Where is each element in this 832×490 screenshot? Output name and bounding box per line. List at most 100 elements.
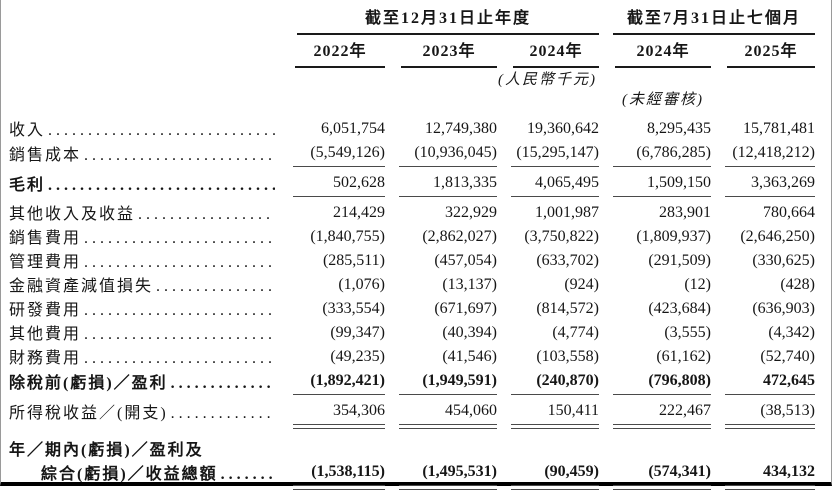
value-cell: (1,892,421) [293,370,385,395]
row-label: 除稅前(虧損)／盈利 [9,373,279,395]
row-label: 財務費用 [9,348,279,370]
value-cell: (90,459) [511,461,599,490]
value-cell: 322,929 [445,204,497,221]
value-cell: (285,511) [322,252,385,269]
value-cell: 780,664 [763,204,815,221]
dot-leader [153,276,275,298]
dot-leader [81,252,275,274]
value-cell: (428) [780,276,815,293]
value-cell: 4,065,495 [511,172,599,197]
value-cell: (38,513) [725,400,815,429]
table-row: 研發費用 (333,554) (671,697) (814,572) (423,684)… [9,298,831,322]
currency-unit-note: (人民幣千元) [498,72,597,88]
dot-leader [81,348,275,370]
value-cell: 19,360,642 [527,120,599,137]
row-label: 銷售費用 [9,228,279,250]
value-cell: 434,132 [725,461,815,490]
column-group-year-ended-dec31: 截至12月31日止年度 [297,8,599,35]
year-col-2025-7m: 2025年 [727,35,815,68]
value-cell: (240,870) [511,370,599,395]
table-row: 金融資產減值損失 (1,076) (13,137) (924) (12) (428) [9,274,831,298]
value-cell: 283,901 [659,204,711,221]
value-cell: (1,809,937) [636,228,711,245]
value-cell: (2,862,027) [422,228,497,245]
table-row: 收入 6,051,754 12,749,380 19,360,642 8,295,435… [9,118,831,142]
value-cell: (574,341) [613,461,711,490]
value-cell: 214,429 [333,204,385,221]
value-cell: (457,054) [434,252,497,269]
value-cell: 15,781,481 [743,120,815,137]
value-cell: (41,546) [442,348,497,365]
table-header-groups: 截至12月31日止年度 截至7月31日止七個月 [9,8,831,35]
year-col-2024-7m: 2024年 [615,35,711,68]
value-cell: (15,295,147) [511,142,599,167]
row-label: 收入 [9,120,279,142]
value-cell: 3,363,269 [725,172,815,197]
row-label: 年／期內(虧損)／盈利及 綜合(虧損)／收益總額 [9,440,279,486]
value-cell: 222,467 [613,400,711,429]
table-header-years: 2022年 2023年 2024年 2024年 2025年 [9,35,831,68]
value-cell: (103,558) [536,348,599,365]
table-row: 管理費用 (285,511) (457,054) (633,702) (291,509)… [9,250,831,274]
value-cell: (423,684) [648,300,711,317]
table-row: 其他費用 (99,347) (40,394) (4,774) (3,555) (4,342… [9,322,831,346]
table-row: 所得稅收益／(開支) 354,306 454,060 150,411 222,467 (3… [9,400,831,429]
value-cell: 1,509,150 [613,172,711,197]
value-cell: (40,394) [442,324,497,341]
value-cell: (5,549,126) [293,142,385,167]
value-cell: 1,001,987 [535,204,599,221]
table-row: 銷售費用 (1,840,755) (2,862,027) (3,750,822) (1,… [9,226,831,250]
column-group-seven-months-ended-jul31: 截至7月31日止七個月 [613,8,815,35]
value-cell: 454,060 [399,400,497,429]
dot-leader [81,300,275,322]
value-cell: 12,749,380 [425,120,497,137]
value-cell: 6,051,754 [321,120,385,137]
row-label: 銷售成本 [9,145,279,167]
table-row: 除稅前(虧損)／盈利 (1,892,421) (1,949,591) (240,870… [9,370,831,395]
value-cell: 1,813,335 [399,172,497,197]
dot-leader [168,403,275,425]
table-row: 財務費用 (49,235) (41,546) (103,558) (61,162) (52… [9,346,831,370]
value-cell: (52,740) [760,348,815,365]
year-col-2022: 2022年 [295,35,385,68]
dot-leader [81,324,275,346]
value-cell: 502,628 [293,172,385,197]
unaudited-note: (未經審核) [622,92,704,108]
row-label: 研發費用 [9,300,279,322]
value-cell: (4,774) [552,324,599,341]
value-cell: (1,840,755) [310,228,385,245]
value-cell: (13,137) [442,276,497,293]
value-cell: 150,411 [511,400,599,429]
table-body: 收入 6,051,754 12,749,380 19,360,642 8,295,435… [9,118,831,490]
value-cell: (6,786,285) [613,142,711,167]
year-col-2024: 2024年 [513,35,599,68]
table-row: 毛利 502,628 1,813,335 4,065,495 1,509,150 3,36… [9,172,831,197]
value-cell: (671,697) [434,300,497,317]
row-label: 管理費用 [9,252,279,274]
value-cell: (1,538,115) [293,461,385,490]
dot-leader [135,204,275,226]
dot-leader [168,373,275,395]
year-col-2023: 2023年 [401,35,497,68]
value-cell: (12) [684,276,711,293]
value-cell: (291,509) [648,252,711,269]
value-cell: (12,418,212) [725,142,815,167]
value-cell: (3,555) [664,324,711,341]
value-cell: (3,750,822) [524,228,599,245]
value-cell: (633,702) [536,252,599,269]
value-cell: (1,076) [338,276,385,293]
value-cell: (814,572) [536,300,599,317]
dot-leader [81,145,275,167]
value-cell: (10,936,045) [399,142,497,167]
row-label: 毛利 [9,175,279,197]
dot-leader [218,464,275,486]
value-cell: 472,645 [725,370,815,395]
value-cell: 354,306 [293,400,385,429]
row-label: 其他費用 [9,324,279,346]
value-cell: (99,347) [330,324,385,341]
table-row: 銷售成本 (5,549,126) (10,936,045) (15,295,147) (… [9,142,831,167]
value-cell: (924) [564,276,599,293]
table-header-notes: (人民幣千元) (未經審核) [9,71,831,111]
row-label: 金融資產減值損失 [9,276,279,298]
